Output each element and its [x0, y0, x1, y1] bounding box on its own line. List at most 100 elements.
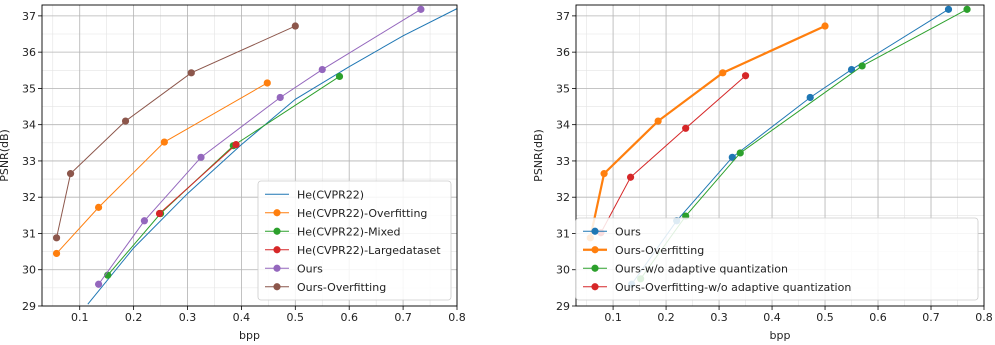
series-line — [589, 25, 826, 239]
y-tick-label: 32 — [556, 191, 570, 204]
data-point — [197, 153, 205, 161]
right-chart-panel: 0.1 0.2 0.3 0.4 0.5 0.6 0.7 0.8 29 30 31 32 33 34 35 36… — [532, 4, 993, 342]
y-tick-label: 37 — [22, 10, 36, 23]
data-point — [600, 170, 608, 178]
data-point — [121, 117, 130, 125]
data-point — [52, 249, 61, 258]
legend-entry-label: Ours-Overfitting — [615, 244, 704, 257]
x-tick-label: 0.7 — [394, 311, 412, 324]
legend-swatch-marker — [273, 246, 281, 254]
x-tick-label: 0.8 — [975, 311, 993, 324]
left-chart-panel: 0.1 0.2 0.3 0.4 0.5 0.6 0.7 0.8 29 30 31 32 33 34 35 36… — [0, 4, 466, 342]
legend-box — [575, 217, 979, 301]
data-point — [276, 93, 284, 102]
x-tick-label: 0.7 — [922, 311, 940, 324]
data-point — [682, 124, 690, 132]
legend-entry-label: Ours-Overfitting — [297, 281, 386, 294]
data-point — [52, 234, 61, 242]
y-tick-label: 33 — [556, 155, 570, 168]
data-point — [318, 65, 326, 74]
plot-frame — [41, 4, 458, 307]
series-line — [159, 144, 237, 214]
data-point — [847, 65, 856, 74]
data-point — [94, 280, 103, 288]
legend-swatch-marker — [273, 283, 281, 291]
data-point — [291, 22, 299, 30]
x-tick-label: 0.3 — [179, 311, 197, 324]
y-axis-label: PSNR(dB) — [532, 129, 545, 182]
x-tick-label: 0.2 — [125, 311, 143, 324]
data-point — [963, 5, 971, 13]
legend-entry-label: He(CVPR22)-Mixed — [297, 225, 401, 238]
series-line — [56, 82, 268, 254]
axis-ticks: 0.1 0.2 0.3 0.4 0.5 0.6 0.7 0.8 29 30 31 32 33 34 35 36… — [22, 10, 466, 324]
x-tick-label: 0.4 — [233, 311, 251, 324]
y-tick-label: 30 — [22, 264, 36, 277]
y-tick-label: 32 — [22, 191, 36, 204]
legend-swatch-marker — [273, 209, 281, 217]
data-point — [94, 203, 103, 211]
series-group — [52, 5, 458, 305]
series-line — [87, 8, 458, 305]
data-point — [155, 209, 164, 218]
legend-box — [257, 180, 452, 301]
x-tick-label: 0.5 — [287, 311, 305, 324]
x-tick-label: 0.2 — [657, 311, 675, 324]
data-point — [858, 62, 866, 70]
plot-frame — [575, 4, 985, 307]
legend-swatch-marker — [273, 227, 281, 235]
x-tick-label: 0.1 — [71, 311, 89, 324]
legend-swatch-marker — [591, 283, 599, 291]
data-point — [741, 72, 750, 80]
legend: Ours Ours-Overfitting Ours-w/o adaptive qu… — [575, 217, 979, 301]
data-point — [728, 153, 736, 161]
data-point — [335, 72, 344, 81]
y-tick-label: 29 — [556, 300, 570, 313]
legend-swatch-marker — [591, 227, 599, 235]
y-tick-label: 31 — [556, 227, 570, 240]
legend-entry-label: He(CVPR22)-Largedataset — [297, 244, 441, 257]
x-tick-label: 0.4 — [763, 311, 781, 324]
x-tick-label: 0.6 — [869, 311, 887, 324]
y-tick-label: 35 — [556, 82, 570, 95]
x-axis-label: bpp — [770, 329, 791, 342]
data-point — [66, 170, 75, 178]
y-tick-label: 34 — [556, 119, 570, 132]
data-point — [417, 5, 425, 13]
data-point — [719, 69, 727, 77]
x-tick-label: 0.1 — [604, 311, 622, 324]
data-point — [232, 141, 240, 149]
legend-entry-label: Ours-w/o adaptive quantization — [615, 262, 788, 275]
legend-swatch-marker — [273, 264, 281, 272]
legend-swatch-marker — [591, 264, 599, 272]
y-tick-label: 35 — [22, 82, 36, 95]
x-tick-label: 0.5 — [816, 311, 834, 324]
data-point — [944, 5, 953, 13]
y-tick-label: 31 — [22, 227, 36, 240]
x-tick-label: 0.3 — [710, 311, 728, 324]
legend: He(CVPR22) He(CVPR22)-Overfitting He(CVPR2… — [257, 180, 452, 301]
series-line — [600, 75, 746, 233]
y-tick-label: 37 — [556, 10, 570, 23]
legend-entry-label: He(CVPR22) — [297, 188, 364, 201]
series-line — [98, 8, 422, 285]
y-axis-label: PSNR(dB) — [0, 129, 11, 182]
legend-entry-label: Ours — [297, 262, 323, 275]
data-point — [736, 149, 744, 157]
legend-entry-label: Ours — [615, 225, 641, 238]
y-tick-label: 29 — [22, 300, 36, 313]
data-point — [626, 173, 635, 181]
data-point — [160, 138, 168, 146]
y-tick-label: 36 — [556, 46, 570, 59]
y-tick-label: 36 — [22, 46, 36, 59]
x-axis-label: bpp — [239, 329, 260, 342]
data-point — [140, 217, 149, 225]
data-point — [187, 69, 195, 77]
data-point — [654, 117, 662, 125]
x-tick-label: 0.6 — [340, 311, 358, 324]
legend-swatch-marker — [591, 246, 599, 254]
legend-entry-label: Ours-Overfitting-w/o adaptive quantizati… — [615, 281, 851, 294]
data-point — [806, 93, 814, 102]
data-point — [821, 22, 829, 30]
